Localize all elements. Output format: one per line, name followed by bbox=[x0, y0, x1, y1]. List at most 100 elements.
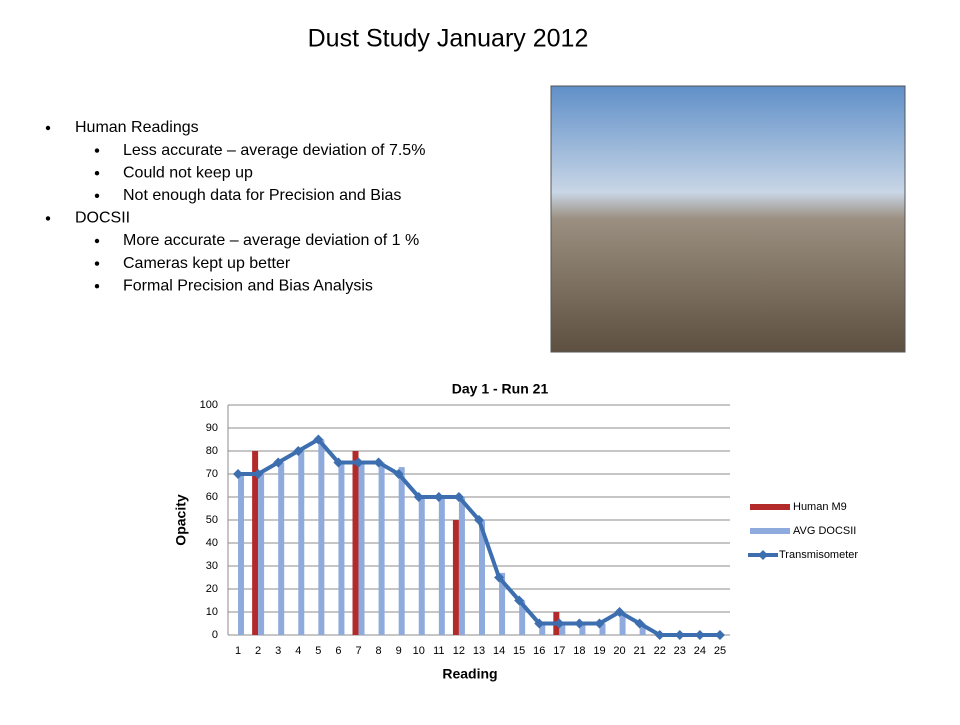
bar bbox=[358, 462, 365, 635]
y-tick-label: 80 bbox=[206, 445, 218, 457]
x-axis-label: Reading bbox=[442, 666, 497, 682]
bar bbox=[378, 462, 385, 635]
y-tick-label: 30 bbox=[206, 560, 218, 572]
bar bbox=[352, 451, 359, 635]
bar bbox=[619, 612, 626, 635]
line-marker bbox=[574, 618, 585, 629]
line-marker bbox=[714, 630, 725, 640]
x-tick-label: 7 bbox=[355, 645, 361, 657]
x-tick-label: 3 bbox=[275, 645, 281, 657]
x-tick-label: 24 bbox=[694, 645, 706, 657]
line-marker bbox=[253, 469, 264, 479]
sub-bullet-dot bbox=[94, 148, 100, 153]
photo bbox=[550, 85, 906, 353]
legend-swatch bbox=[750, 528, 790, 534]
x-tick-label: 9 bbox=[396, 645, 402, 657]
bar bbox=[252, 451, 259, 635]
x-tick-label: 6 bbox=[335, 645, 341, 657]
y-tick-label: 60 bbox=[206, 491, 218, 503]
x-tick-label: 1 bbox=[235, 645, 241, 657]
sub-bullet-dot bbox=[94, 261, 100, 266]
x-tick-label: 21 bbox=[634, 645, 646, 657]
x-tick-label: 20 bbox=[613, 645, 625, 657]
y-tick-label: 10 bbox=[206, 606, 218, 618]
line-marker bbox=[534, 618, 545, 629]
x-tick-label: 13 bbox=[473, 645, 485, 657]
bar bbox=[499, 572, 506, 635]
line-marker bbox=[313, 434, 324, 445]
line-marker bbox=[594, 618, 605, 629]
y-axis-label: Opacity bbox=[173, 494, 189, 546]
bar bbox=[338, 462, 345, 635]
bar bbox=[298, 451, 305, 635]
y-tick-label: 0 bbox=[212, 629, 218, 641]
x-tick-label: 5 bbox=[315, 645, 321, 657]
line-marker bbox=[353, 457, 364, 468]
line-marker bbox=[694, 630, 705, 640]
line-marker bbox=[333, 457, 344, 468]
y-tick-label: 20 bbox=[206, 583, 218, 595]
bullet-dot bbox=[45, 216, 51, 221]
sub-bullet-text: Not enough data for Precision and Bias bbox=[123, 187, 401, 204]
bar bbox=[458, 497, 465, 635]
legend-label: Human M9 bbox=[793, 501, 847, 513]
bar bbox=[238, 474, 245, 635]
line-marker bbox=[474, 515, 484, 525]
line-marker bbox=[413, 492, 424, 502]
slide-title: Dust Study January 2012 bbox=[308, 25, 589, 53]
bar bbox=[452, 520, 459, 635]
bar bbox=[438, 497, 445, 635]
bar bbox=[539, 623, 546, 635]
sub-bullet-dot bbox=[94, 238, 100, 244]
bar bbox=[559, 623, 566, 635]
x-tick-label: 19 bbox=[593, 645, 605, 657]
sub-bullet-text: Could not keep up bbox=[123, 164, 253, 181]
x-tick-label: 2 bbox=[255, 645, 261, 657]
line-marker bbox=[634, 618, 645, 629]
x-tick-label: 14 bbox=[493, 645, 505, 657]
bullet-text: Human Readings bbox=[75, 119, 199, 136]
sub-bullet-text: Formal Precision and Bias Analysis bbox=[123, 277, 373, 294]
legend-label: Transmisometer bbox=[779, 549, 858, 561]
line-marker bbox=[273, 457, 284, 468]
sub-bullet-text: Cameras kept up better bbox=[123, 255, 291, 272]
bar bbox=[418, 497, 425, 635]
x-tick-label: 11 bbox=[433, 645, 444, 657]
line-marker bbox=[654, 630, 665, 640]
sub-bullet-text: Less accurate – average deviation of 7.5… bbox=[123, 142, 425, 159]
y-tick-label: 90 bbox=[206, 422, 218, 434]
legend-label: AVG DOCSII bbox=[793, 525, 856, 537]
bar bbox=[599, 623, 606, 635]
y-tick-label: 70 bbox=[206, 468, 218, 480]
x-tick-label: 25 bbox=[714, 645, 726, 657]
legend-marker bbox=[758, 550, 768, 560]
line-marker bbox=[293, 446, 304, 456]
bar bbox=[639, 623, 646, 635]
bullet-list: Human Readings Less accurate – average de… bbox=[45, 119, 425, 294]
x-tick-label: 18 bbox=[573, 645, 585, 657]
x-tick-label: 12 bbox=[453, 645, 465, 657]
x-tick-label: 4 bbox=[295, 645, 301, 657]
bar bbox=[479, 520, 485, 635]
x-tick-label: 23 bbox=[674, 645, 686, 657]
chart: Day 1 - Run 21 Reading Opacity 0 10 20 30 40… bbox=[173, 381, 859, 682]
chart-title: Day 1 - Run 21 bbox=[452, 381, 549, 397]
bar bbox=[278, 462, 285, 635]
sub-bullet-dot bbox=[94, 284, 100, 289]
bar bbox=[519, 600, 526, 635]
bar bbox=[318, 439, 325, 635]
line-marker bbox=[233, 469, 244, 479]
bar bbox=[579, 623, 586, 635]
line-marker bbox=[514, 595, 525, 606]
legend-swatch bbox=[750, 504, 790, 510]
line-marker bbox=[494, 572, 505, 583]
y-tick-label: 40 bbox=[206, 537, 218, 549]
sub-bullet-text: More accurate – average deviation of 1 % bbox=[123, 232, 419, 249]
bar bbox=[258, 474, 265, 635]
x-tick-label: 22 bbox=[654, 645, 666, 657]
line-marker bbox=[453, 492, 464, 502]
sub-bullet-dot bbox=[94, 171, 100, 176]
line-marker bbox=[373, 457, 384, 468]
y-tick-label: 100 bbox=[200, 399, 218, 411]
